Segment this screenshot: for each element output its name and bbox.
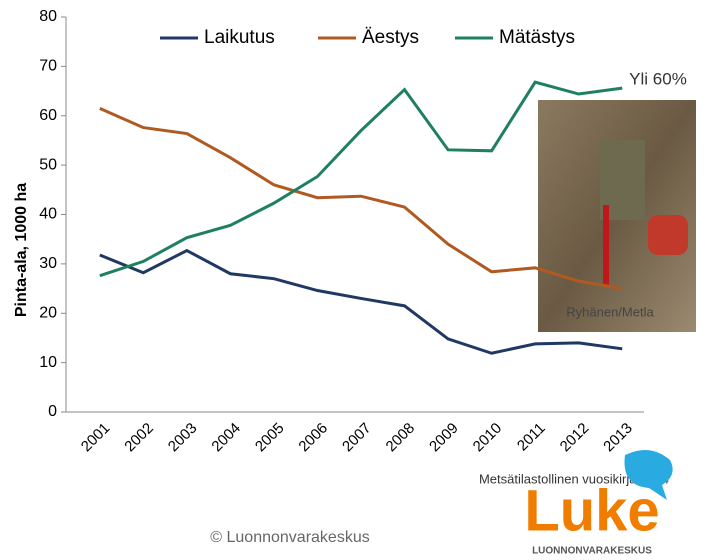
y-tick-label: 20 <box>39 304 57 321</box>
legend-label: Mätästys <box>499 27 575 48</box>
y-tick-label: 10 <box>39 354 57 371</box>
series-line <box>99 106 623 291</box>
x-tick-label: 2004 <box>208 420 244 456</box>
x-tick-label: 2012 <box>557 420 593 456</box>
series-line <box>99 80 623 278</box>
x-tick-label: 2002 <box>121 420 157 456</box>
y-axis-label: Pinta-ala, 1000 ha <box>13 183 30 317</box>
y-tick-label: 60 <box>39 107 57 124</box>
x-tick-label: 2013 <box>600 420 636 456</box>
x-tick-label: 2008 <box>383 420 419 456</box>
legend-label: Laikutus <box>204 27 275 48</box>
copyright: © Luonnonvarakeskus <box>210 529 369 546</box>
x-tick-label: 2005 <box>252 420 288 456</box>
series-line <box>99 248 623 355</box>
x-tick-label: 2009 <box>426 420 462 456</box>
x-tick-label: 2007 <box>339 420 375 456</box>
photo-tool <box>603 205 609 285</box>
y-tick-label: 50 <box>39 156 57 173</box>
logo-subtext: LUONNONVARAKESKUS <box>532 546 652 557</box>
y-tick-label: 80 <box>39 8 57 25</box>
y-tick-label: 40 <box>39 206 57 223</box>
x-tick-label: 2001 <box>78 420 114 456</box>
annotation: Yli 60% <box>629 69 687 88</box>
y-tick-label: 70 <box>39 58 57 75</box>
y-tick-label: 30 <box>39 255 57 272</box>
x-tick-label: 2010 <box>470 420 506 456</box>
photo-bucket <box>648 215 688 255</box>
photo-credit: Ryhänen/Metla <box>566 304 654 319</box>
x-tick-label: 2003 <box>165 420 201 456</box>
x-tick-label: 2011 <box>514 420 549 455</box>
logo-bubble <box>624 450 673 500</box>
x-tick-label: 2006 <box>295 420 331 456</box>
y-tick-label: 0 <box>48 403 57 420</box>
logo: Luke <box>524 478 659 543</box>
source: Metsätilastollinen vuosikirja 2014 <box>479 471 669 486</box>
legend-label: Äestys <box>362 27 419 48</box>
